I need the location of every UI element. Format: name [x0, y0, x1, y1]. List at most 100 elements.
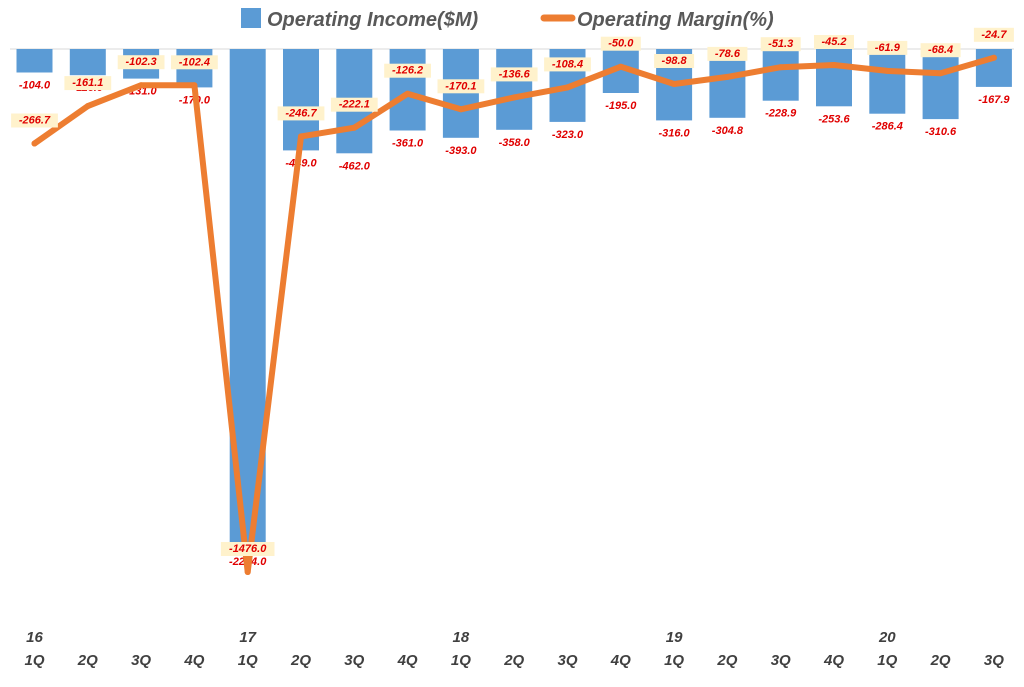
year-label-0: 16 [26, 629, 43, 646]
bar-label-12: -316.0 [658, 127, 690, 139]
bar-label-16: -286.4 [872, 121, 903, 133]
bar-15 [816, 49, 852, 107]
x-tick-5: 2Q [290, 652, 311, 669]
x-axis-ticks: 1Q 2Q 3Q 4Q 1Q 2Q 3Q 4Q 1Q 2Q 3Q 4Q 1Q 2Q 3Q 4Q 1Q 2Q 3Q 16… [24, 629, 1004, 669]
bar-label-9: -358.0 [499, 137, 531, 149]
year-label-3: 19 [666, 629, 683, 646]
legend-line-text: Operating Margin(%) [577, 9, 774, 31]
bar-label-7: -361.0 [392, 138, 424, 150]
bar-7 [389, 49, 426, 131]
line-point-13 [724, 73, 731, 80]
line-label-16: -61.9 [875, 42, 901, 54]
line-label-18: -24.7 [981, 29, 1007, 41]
line-label-17: -68.4 [928, 44, 953, 56]
x-tick-16: 1Q [877, 652, 897, 669]
year-label-2: 18 [453, 629, 470, 646]
line-label-11: -50.0 [608, 38, 634, 50]
line-series [31, 54, 997, 575]
line-point-6 [351, 124, 358, 131]
line-label-10: -108.4 [552, 58, 583, 70]
year-label-4: 20 [878, 629, 896, 646]
bar-label-17: -310.6 [925, 126, 957, 138]
bar-18 [975, 49, 1012, 87]
bar-label-13: -304.8 [712, 125, 744, 137]
line-label-9: -136.6 [499, 68, 531, 80]
line-label-bg-6 [330, 97, 378, 112]
line-point-9 [511, 94, 518, 101]
line-label-bg-18 [973, 27, 1014, 42]
line-label-0: -266.7 [19, 115, 51, 127]
x-tick-1: 2Q [77, 652, 98, 669]
line-point-3 [191, 82, 198, 89]
line-label-4: -1476.0 [229, 543, 267, 555]
line-label-bg-15 [814, 35, 854, 49]
legend-bar-text: Operating Income($M) [267, 9, 478, 31]
legend-bar-swatch [241, 8, 261, 28]
x-tick-13: 2Q [716, 652, 737, 669]
line-label-13: -78.6 [715, 48, 741, 60]
line-point-11 [617, 63, 624, 70]
line-label-3: -102.4 [179, 56, 210, 68]
x-tick-6: 3Q [344, 652, 364, 669]
line-point-10 [564, 84, 571, 91]
line-label-bg-17 [920, 43, 961, 58]
x-tick-7: 4Q [397, 652, 418, 669]
bar-label-0: -104.0 [19, 80, 51, 92]
x-tick-4: 1Q [238, 652, 258, 669]
x-tick-2: 3Q [131, 652, 151, 669]
line-label-5: -246.7 [285, 107, 317, 119]
line-label-12: -98.8 [662, 55, 688, 67]
bar-label-6: -462.0 [339, 160, 371, 172]
line-label-6: -222.1 [339, 99, 370, 111]
line-point-16 [884, 67, 891, 74]
line-point-8 [457, 106, 464, 113]
line-label-bg-11 [600, 36, 641, 51]
bar-label-5: -449.0 [285, 157, 317, 169]
line-label-1: -161.1 [72, 77, 103, 89]
line-point-4 [244, 569, 251, 575]
line-label-2: -102.3 [125, 56, 156, 68]
line-label-bg-2 [117, 55, 165, 70]
x-tick-8: 1Q [451, 652, 471, 669]
line-label-bg-5 [277, 106, 325, 121]
line-label-bg-7 [384, 63, 431, 78]
line-label-15: -45.2 [821, 36, 846, 48]
line-point-5 [298, 133, 304, 140]
bar-data-labels: -104.0-116.0-131.0-170.0-2214.0-449.0-46… [19, 80, 1010, 569]
x-tick-17: 2Q [930, 652, 951, 669]
x-tick-14: 3Q [771, 652, 791, 669]
line-label-bg-9 [490, 67, 538, 82]
line-point-18 [990, 54, 997, 61]
x-tick-9: 2Q [503, 652, 524, 669]
bar-17 [922, 49, 959, 120]
line-label-bg-1 [64, 76, 112, 91]
year-label-1: 17 [239, 629, 256, 646]
line-label-8: -170.1 [445, 80, 476, 92]
line-point-14 [777, 64, 784, 71]
line-label-bg-10 [544, 57, 591, 72]
bar-8 [442, 49, 479, 138]
bar-label-11: -195.0 [605, 100, 637, 112]
bar-16 [869, 49, 906, 114]
bar-9 [496, 49, 533, 130]
line-label-bg-3 [171, 55, 218, 70]
line-point-7 [404, 90, 411, 97]
line-label-bg-0 [11, 113, 58, 128]
bar-label-14: -228.9 [765, 108, 797, 120]
bar-0 [16, 49, 53, 73]
x-tick-12: 1Q [664, 652, 684, 669]
bar-1 [69, 49, 106, 76]
bar-label-8: -393.0 [445, 145, 477, 157]
line-point-0 [31, 140, 38, 147]
line-point-1 [84, 103, 91, 110]
bar-label-15: -253.6 [818, 113, 850, 125]
line-point-17 [937, 70, 944, 77]
line-label-bg-8 [437, 79, 485, 94]
line-label-bg-4 [220, 542, 275, 556]
x-tick-10: 3Q [557, 652, 577, 669]
line-point-2 [138, 82, 145, 89]
line-label-14: -51.3 [768, 38, 793, 50]
line-point-12 [671, 81, 678, 87]
x-tick-15: 4Q [823, 652, 844, 669]
